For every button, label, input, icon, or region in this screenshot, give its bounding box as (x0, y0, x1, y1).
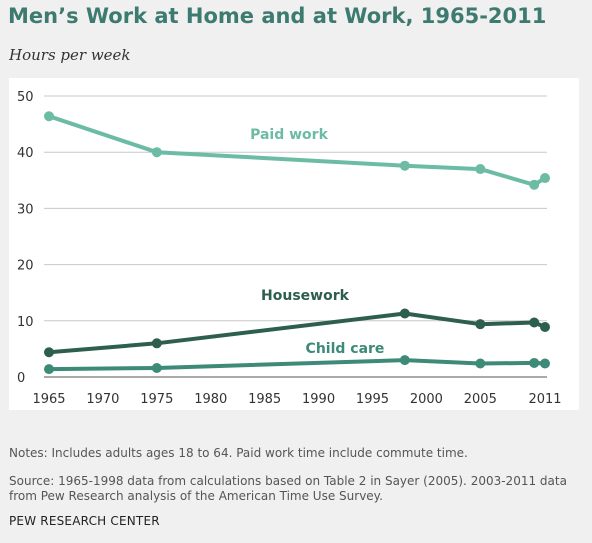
paid-work-series-label: Paid work (250, 127, 328, 143)
child-care-point (475, 358, 486, 369)
housework-point (44, 347, 54, 358)
child-care-series-label: Child care (306, 341, 385, 357)
source-credit: PEW RESEARCH CENTER (9, 514, 160, 528)
chart-title: Men’s Work at Home and at Work, 1965-201… (8, 4, 547, 28)
y-tick-label: 30 (17, 202, 34, 217)
paid-work-point (151, 147, 162, 158)
chart-source: Source: 1965-1998 data from calculations… (9, 474, 567, 503)
x-tick-label: 1970 (86, 392, 119, 407)
paid-work-point (475, 164, 486, 175)
x-tick-label: 1965 (32, 392, 65, 407)
y-tick-label: 40 (17, 146, 34, 161)
chart-note: Notes: Includes adults ages 18 to 64. Pa… (9, 446, 468, 460)
paid-work-point (44, 111, 54, 122)
housework-point (399, 308, 410, 319)
paid-work-point (399, 160, 410, 171)
child-care-point (44, 364, 54, 375)
x-tick-label: 1980 (194, 392, 227, 407)
y-tick-label: 50 (17, 90, 34, 105)
x-tick-label: 2011 (528, 392, 561, 407)
x-tick-label: 2000 (410, 392, 443, 407)
y-tick-label: 0 (17, 371, 25, 386)
housework-point (540, 321, 550, 332)
y-axis-unit-label: Hours per week (9, 46, 131, 64)
housework-point (475, 319, 486, 330)
housework-point (529, 317, 540, 328)
x-tick-label: 1985 (248, 392, 281, 407)
housework-series-label: Housework (261, 288, 350, 304)
x-tick-label: 1975 (140, 392, 173, 407)
y-tick-label: 10 (17, 315, 34, 330)
x-tick-label: 1990 (302, 392, 335, 407)
housework-point (151, 338, 162, 349)
child-care-point (399, 355, 410, 366)
paid-work-point (540, 173, 550, 184)
paid-work-point (529, 179, 540, 190)
child-care-point (151, 363, 162, 374)
child-care-point (540, 358, 550, 369)
child-care-point (529, 357, 540, 368)
x-tick-label: 2005 (464, 392, 497, 407)
y-tick-label: 20 (17, 259, 34, 274)
x-tick-label: 1995 (356, 392, 389, 407)
